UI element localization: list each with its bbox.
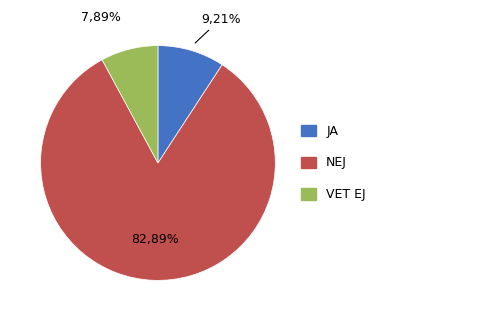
Text: 9,21%: 9,21% [195, 12, 241, 43]
Legend: JA, NEJ, VET EJ: JA, NEJ, VET EJ [296, 120, 371, 206]
Wedge shape [41, 60, 275, 280]
Wedge shape [102, 46, 158, 163]
Text: 7,89%: 7,89% [81, 11, 121, 24]
Wedge shape [158, 46, 222, 163]
Text: 82,89%: 82,89% [131, 233, 179, 246]
